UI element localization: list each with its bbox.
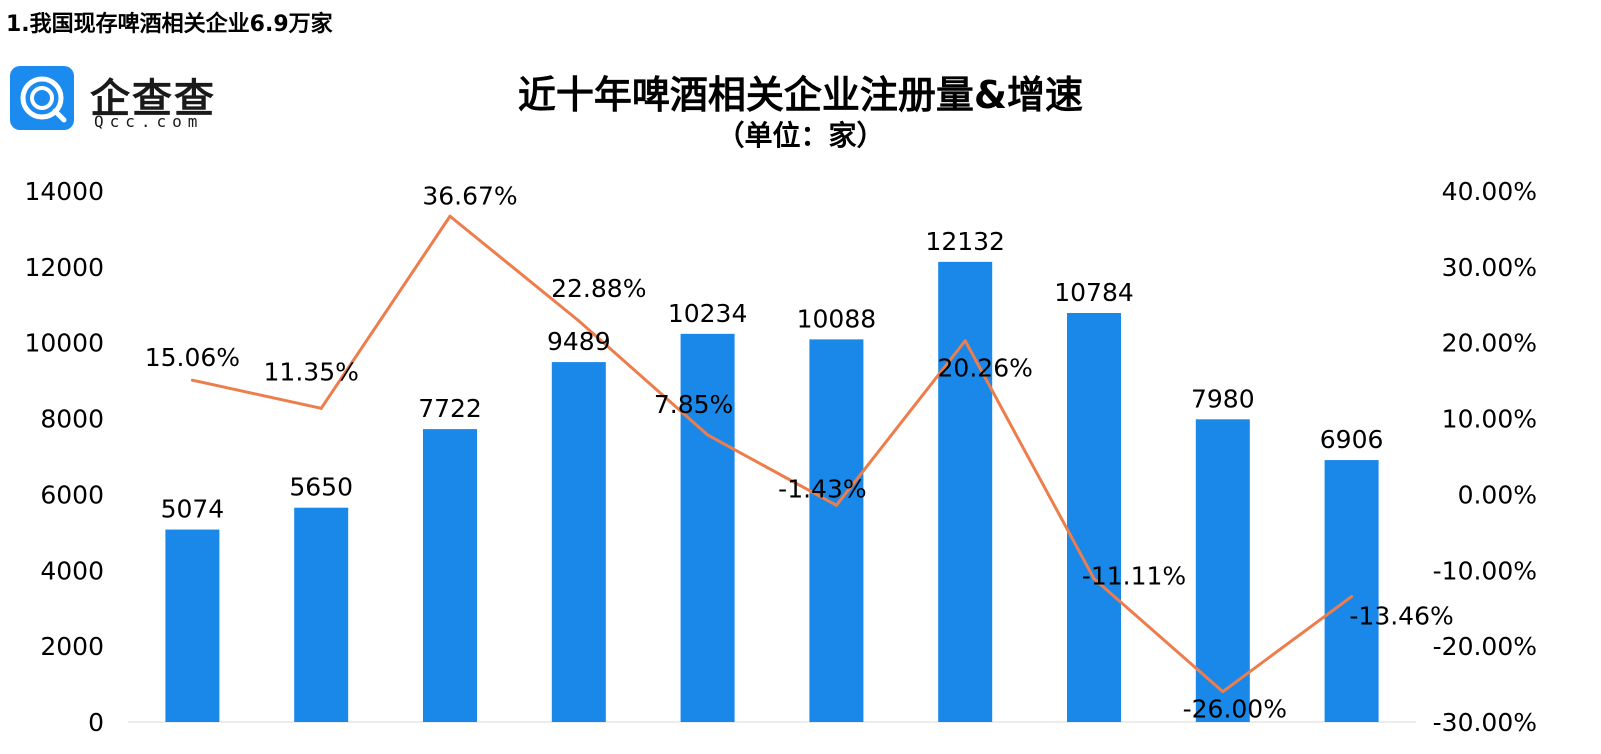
y-left-tick-label: 8000: [40, 405, 104, 434]
growth-value-label: -13.46%: [1349, 602, 1453, 631]
growth-value-label: 20.26%: [938, 354, 1033, 383]
growth-point: [190, 378, 194, 382]
bar-value-label: 10088: [797, 304, 877, 333]
line-layer: [190, 214, 1354, 694]
bar-value-label: 9489: [547, 327, 611, 356]
bar-value-label: 5074: [161, 495, 225, 524]
y-left-tick-label: 14000: [24, 177, 104, 206]
label-layer: 5074 5650 7722 9489 10234 10088 12132 10784 7980…: [145, 181, 1454, 723]
growth-point: [1350, 595, 1354, 599]
logo-name-cn: 企查查: [90, 76, 216, 122]
y-right-tick-label: -20.00%: [1433, 632, 1537, 661]
y-left-tick-label: 0: [88, 708, 104, 737]
y-right-tick-label: 0.00%: [1458, 480, 1537, 509]
section-heading: 1.我国现存啤酒相关企业6.9万家: [6, 12, 333, 37]
y-left-tick-label: 4000: [40, 556, 104, 585]
bar: [294, 507, 349, 722]
bar: [165, 529, 220, 722]
bar-value-label: 7980: [1191, 384, 1255, 413]
growth-point: [448, 214, 452, 218]
y-right-tick-label: 20.00%: [1442, 329, 1537, 358]
bar: [680, 333, 735, 722]
bar: [938, 261, 993, 722]
bar-value-label: 7722: [418, 394, 482, 423]
y-left-tick-label: 12000: [24, 253, 104, 282]
bar-value-label: 6906: [1320, 425, 1384, 454]
y-left-tick-label: 10000: [24, 329, 104, 358]
qcc-logo-icon: [10, 66, 74, 130]
chart-subtitle: （单位：家）: [716, 119, 885, 152]
axis-layer: 0 2000 4000 6000 8000 10000 12000 14000 -30.00% -…: [24, 177, 1537, 737]
growth-value-label: 22.88%: [551, 274, 646, 303]
y-left-tick-label: 2000: [40, 632, 104, 661]
bar: [423, 429, 477, 722]
bar-value-label: 10784: [1054, 278, 1134, 307]
growth-point: [1092, 577, 1096, 581]
chart-title: 近十年啤酒相关企业注册量&增速: [517, 73, 1084, 117]
growth-point: [577, 319, 581, 323]
growth-value-label: 36.67%: [422, 181, 517, 210]
growth-point: [319, 406, 323, 410]
bar: [1195, 419, 1250, 722]
growth-point: [963, 339, 967, 343]
bar-layer: [165, 261, 1379, 722]
y-right-tick-label: 40.00%: [1442, 177, 1537, 206]
growth-point: [834, 503, 838, 507]
y-right-tick-label: 10.00%: [1442, 405, 1537, 434]
growth-point: [706, 433, 710, 437]
bar: [809, 339, 864, 722]
logo-name-en: Qcc.com: [94, 112, 204, 131]
growth-value-label: 7.85%: [654, 390, 733, 419]
growth-line: [192, 214, 1353, 694]
bar: [551, 362, 606, 722]
bar: [1324, 460, 1379, 722]
bar-value-label: 12132: [925, 227, 1005, 256]
growth-value-label: -1.43%: [778, 474, 866, 503]
growth-value-label: -11.11%: [1082, 562, 1186, 591]
y-right-tick-label: 30.00%: [1442, 253, 1537, 282]
bar: [1067, 312, 1121, 722]
growth-value-label: 11.35%: [264, 357, 359, 386]
growth-point: [1221, 690, 1225, 694]
bar-value-label: 5650: [289, 473, 353, 502]
y-left-tick-label: 6000: [40, 480, 104, 509]
growth-value-label: -26.00%: [1183, 695, 1287, 724]
qcc-logo: 企查查 Qcc.com: [10, 66, 230, 132]
y-right-tick-label: -30.00%: [1433, 708, 1537, 737]
y-right-tick-label: -10.00%: [1433, 556, 1537, 585]
growth-value-label: 15.06%: [145, 343, 240, 372]
bar-value-label: 10234: [668, 299, 748, 328]
